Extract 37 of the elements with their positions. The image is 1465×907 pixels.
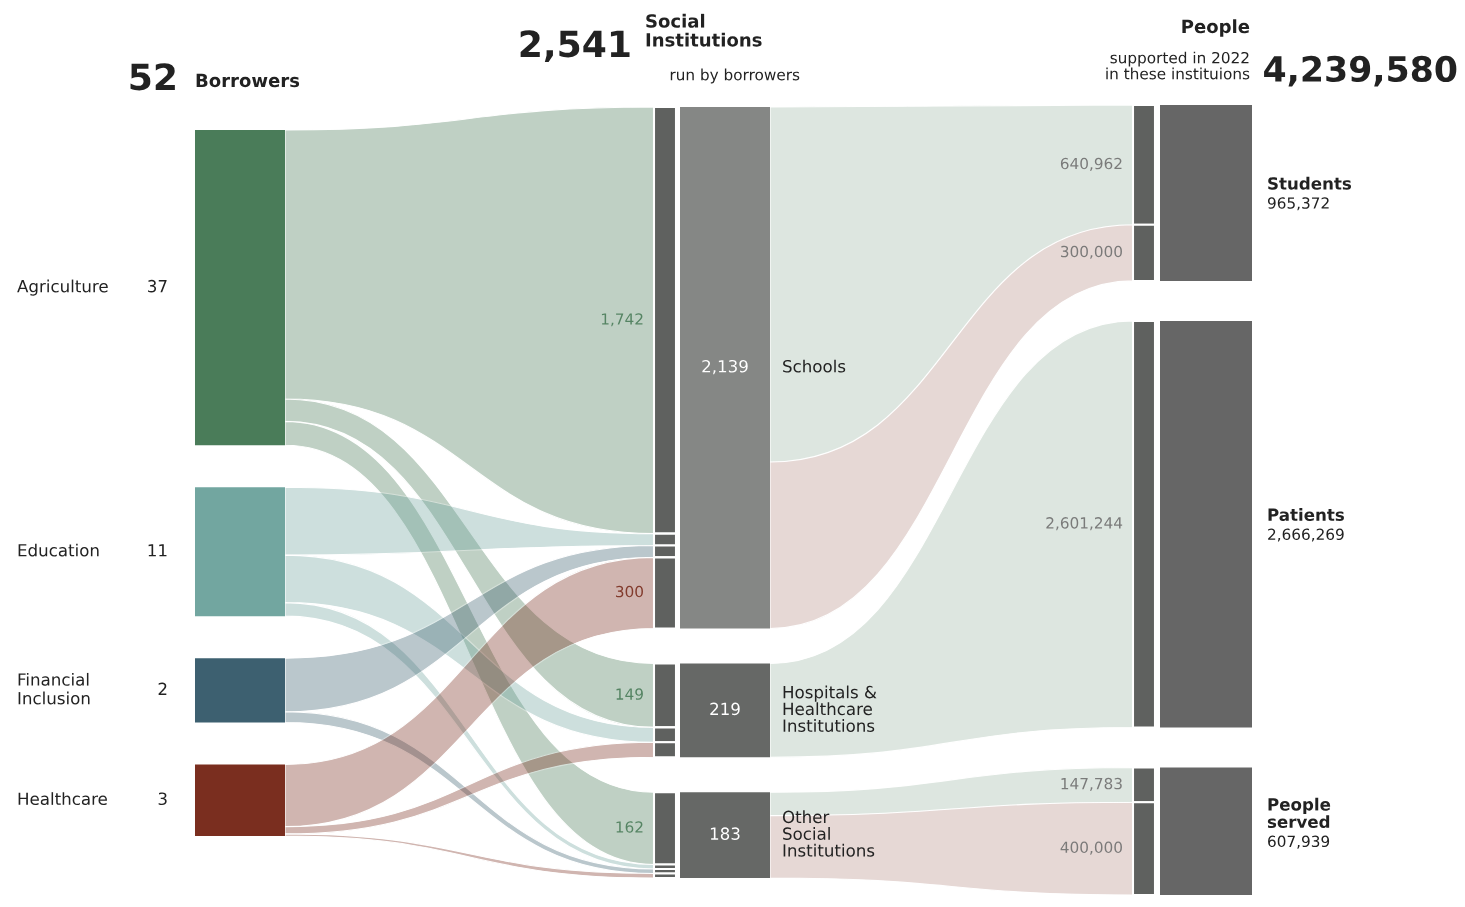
data-label: 37 bbox=[148, 279, 167, 293]
text: 300,000 bbox=[1060, 245, 1122, 259]
text: 400,000 bbox=[1060, 841, 1122, 855]
data-label: 607,939 bbox=[1268, 835, 1330, 849]
data-label: 965,372 bbox=[1267, 197, 1329, 211]
text: 162 bbox=[616, 821, 643, 833]
data-label: 11 bbox=[148, 544, 167, 557]
text: supported in 2022 in these instituions bbox=[1106, 51, 1250, 80]
text: 149 bbox=[616, 688, 643, 700]
category-label: People served bbox=[1267, 797, 1331, 829]
text: Borrowers bbox=[196, 73, 300, 88]
category-label: Schools bbox=[783, 359, 846, 373]
text: 2,601,244 bbox=[1046, 517, 1123, 531]
text: 2,541 bbox=[520, 30, 630, 63]
text: People bbox=[1182, 19, 1250, 37]
text: run by borrowers bbox=[670, 68, 800, 84]
text: 4,239,580 bbox=[1264, 55, 1457, 87]
data-label: 2,139 bbox=[702, 359, 748, 375]
data-label: 183 bbox=[710, 827, 740, 840]
category-label: Patients bbox=[1268, 508, 1344, 522]
data-label: 2,666,269 bbox=[1268, 528, 1344, 542]
data-label: 219 bbox=[710, 702, 740, 716]
category-label: Financial Inclusion bbox=[18, 672, 90, 705]
text: 300 bbox=[616, 585, 643, 598]
text: 147,783 bbox=[1061, 777, 1122, 791]
data-label: 3 bbox=[158, 792, 167, 806]
text: 640,962 bbox=[1060, 157, 1122, 171]
category-label: Agriculture bbox=[17, 279, 108, 296]
category-label: Healthcare bbox=[18, 792, 107, 806]
category-label: Hospitals & Healthcare Institutions bbox=[783, 685, 877, 732]
category-label: Students bbox=[1268, 176, 1352, 190]
data-label: 2 bbox=[158, 682, 167, 695]
text: Social Institutions bbox=[646, 13, 762, 47]
text: 1,742 bbox=[601, 313, 643, 327]
category-label: Other Social Institutions bbox=[782, 810, 875, 857]
text: 52 bbox=[130, 63, 175, 91]
category-label: Education bbox=[18, 543, 99, 557]
